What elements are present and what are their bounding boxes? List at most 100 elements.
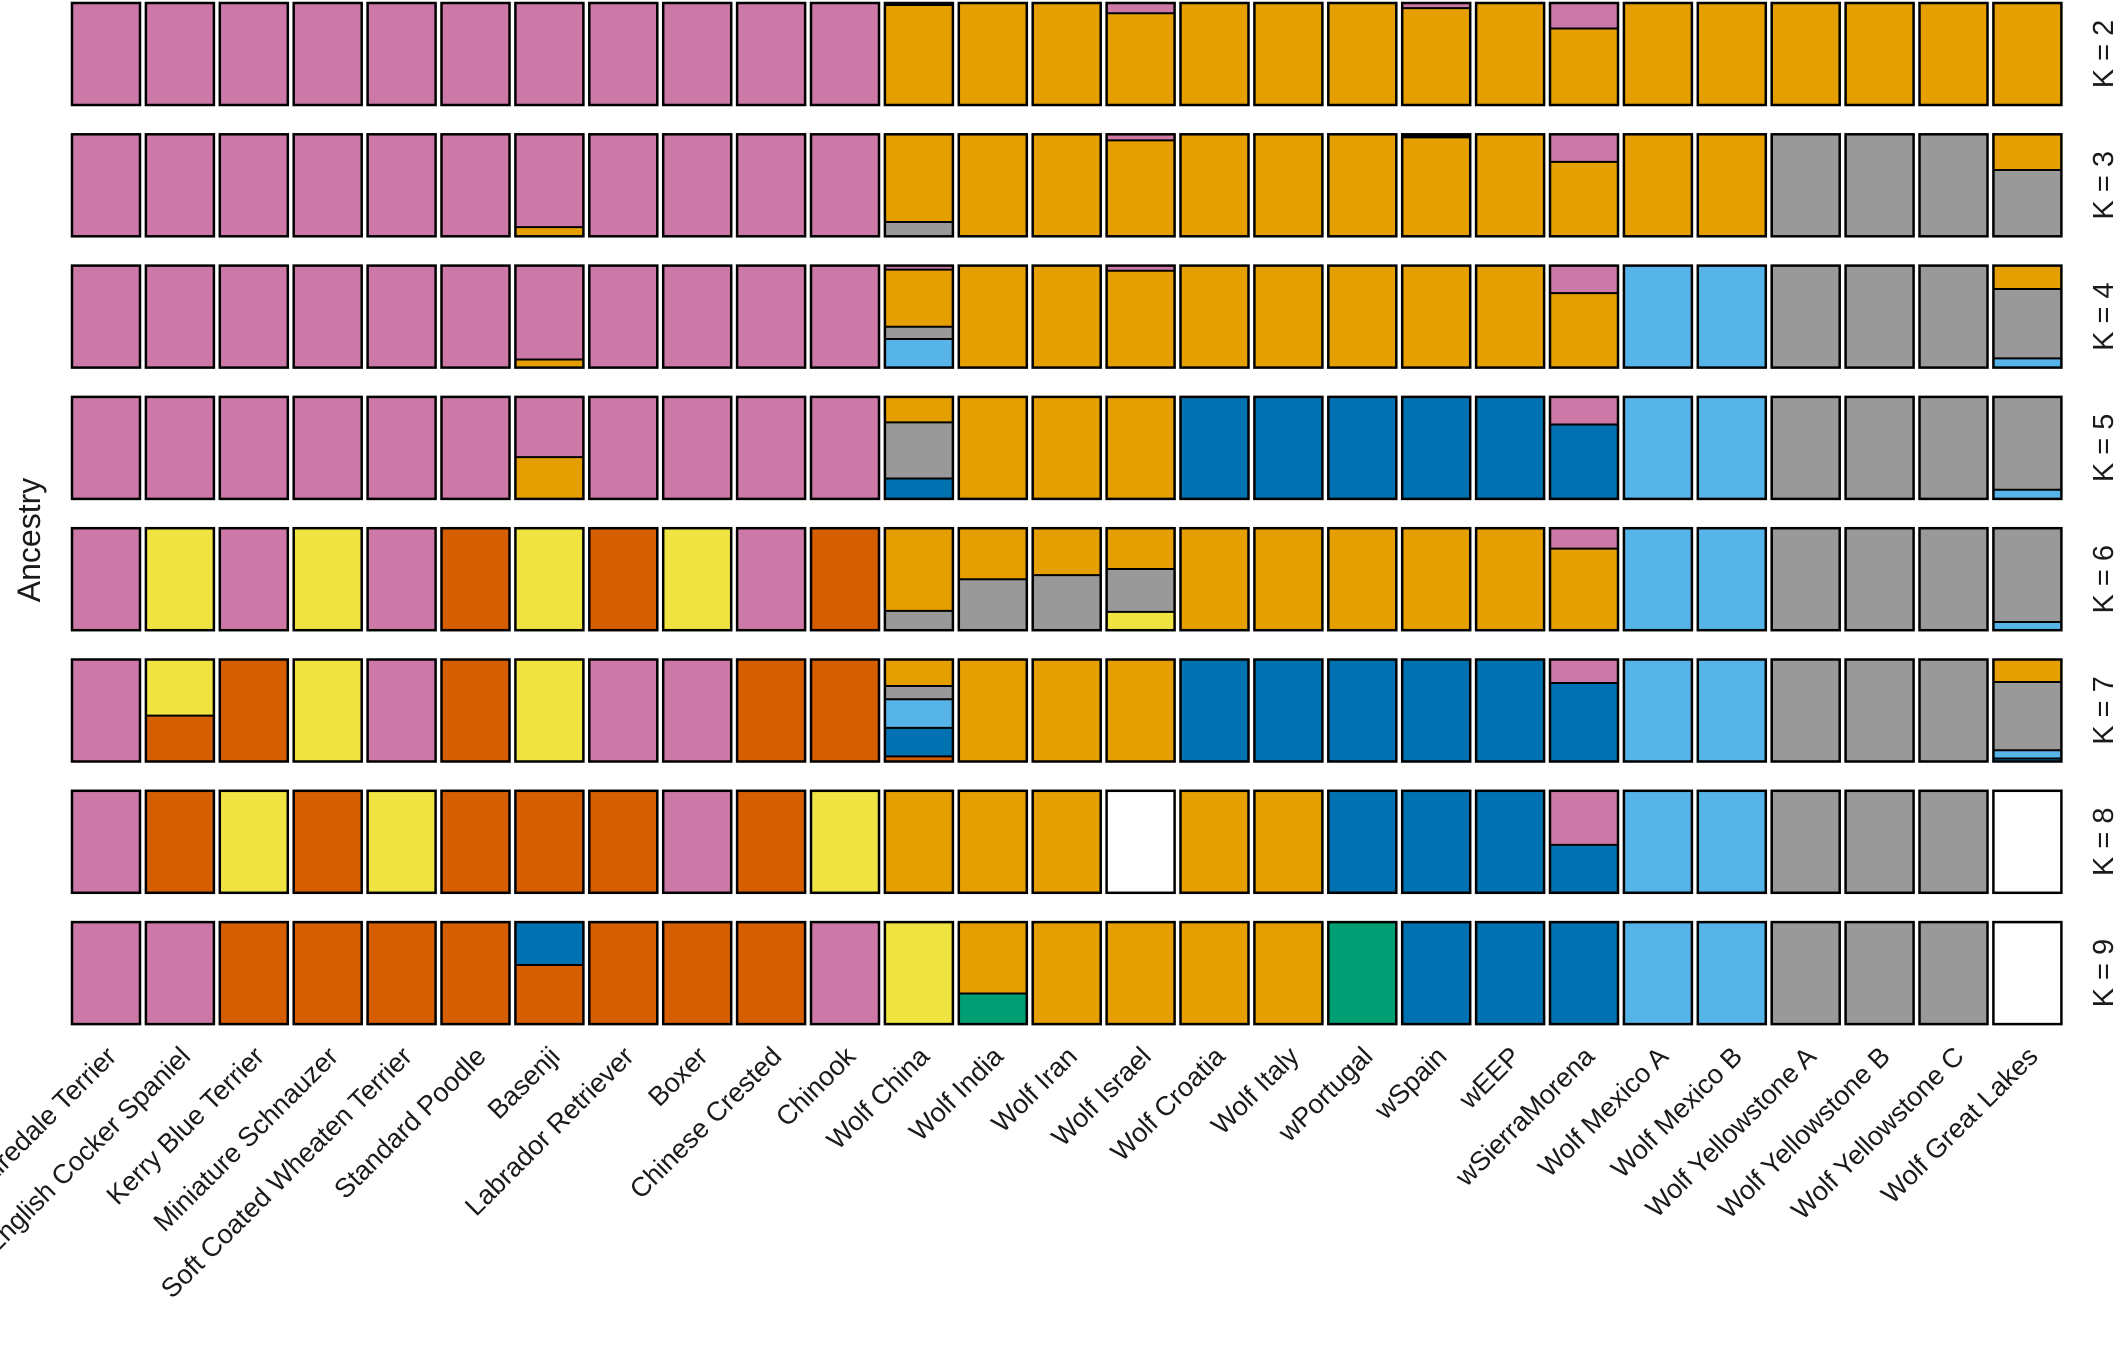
bar — [1918, 526, 1989, 632]
bar — [1105, 526, 1176, 632]
bar-segment — [145, 3, 214, 105]
bar-outline — [735, 133, 807, 238]
bar-segment — [1845, 3, 1914, 105]
bar-segment — [1771, 396, 1840, 499]
bar-segment — [441, 790, 510, 893]
bar-segment — [72, 659, 140, 762]
bar — [1548, 133, 1620, 238]
bar-segment — [1623, 396, 1692, 499]
bar-outline — [957, 789, 1029, 895]
bar-segment — [1771, 528, 1840, 631]
bar — [366, 526, 437, 632]
bar-segment — [1106, 396, 1175, 499]
bar — [1474, 920, 1546, 1026]
bar-segment — [589, 396, 658, 499]
bar-outline — [1992, 920, 2063, 1026]
bar-segment — [884, 699, 953, 728]
bar-segment — [72, 396, 140, 499]
bar-outline — [1474, 920, 1546, 1026]
bar — [218, 264, 290, 369]
bar-segment — [884, 339, 953, 368]
bar-outline — [957, 1, 1029, 107]
bar-outline — [883, 133, 955, 238]
bar-segment — [1032, 265, 1101, 368]
bar-segment — [1993, 265, 2062, 290]
bar-outline — [366, 395, 437, 501]
bar-outline — [218, 1, 290, 107]
bar-outline — [1474, 1, 1546, 107]
bar — [514, 133, 585, 238]
bar-segment — [1623, 790, 1692, 893]
bar-segment — [1993, 528, 2062, 623]
bar — [1992, 658, 2063, 763]
bar-segment — [1550, 659, 1618, 683]
bar-outline — [1992, 264, 2063, 369]
bar — [514, 1, 585, 107]
bar — [440, 920, 511, 1026]
bar-segment — [367, 528, 436, 631]
bar — [588, 1, 659, 107]
bar-outline — [1992, 526, 2063, 632]
bar-outline — [514, 395, 585, 501]
bar-outline — [1696, 658, 1768, 763]
bar — [292, 1, 363, 107]
bar-segment — [1993, 758, 2062, 762]
bar-segment — [1254, 396, 1323, 499]
bar — [1770, 920, 1841, 1026]
bar — [1253, 395, 1324, 501]
bar-outline — [1844, 1, 1915, 107]
bar — [366, 264, 437, 369]
bar-segment — [811, 3, 879, 105]
bar-outline — [1770, 1, 1841, 107]
bar-segment — [1180, 134, 1249, 237]
bar-segment — [145, 715, 214, 762]
bar — [440, 395, 511, 501]
bar — [735, 264, 807, 369]
bar — [1031, 658, 1102, 763]
bar-outline — [661, 526, 733, 632]
bar-outline — [144, 1, 216, 107]
bar-outline — [70, 789, 142, 895]
bar-segment — [1623, 265, 1692, 368]
bar — [1400, 1, 1472, 107]
bar — [1031, 920, 1102, 1026]
bar — [70, 133, 142, 238]
bar-segment — [1550, 682, 1618, 762]
bar-segment — [1476, 922, 1545, 1025]
bar-segment — [1550, 161, 1618, 237]
bar-outline — [440, 658, 511, 763]
facet-k9 — [70, 920, 2063, 1026]
bar-outline — [292, 526, 363, 632]
bar-outline — [809, 395, 881, 501]
bar-segment — [1328, 134, 1397, 237]
bar — [1179, 920, 1250, 1026]
bar-outline — [1918, 920, 1989, 1026]
bar — [661, 395, 733, 501]
bar-outline — [144, 133, 216, 238]
bar — [1179, 658, 1250, 763]
bar-segment — [1550, 28, 1618, 105]
bar — [809, 1, 881, 107]
bar — [588, 920, 659, 1026]
bar-segment — [1476, 134, 1545, 237]
bar-segment — [958, 790, 1027, 893]
bar — [1770, 395, 1841, 501]
bar-segment — [1845, 659, 1914, 762]
bar-segment — [663, 528, 732, 631]
bar-outline — [1179, 133, 1250, 238]
bar-segment — [1106, 790, 1175, 893]
bar-outline — [292, 1, 363, 107]
bar-outline — [218, 789, 290, 895]
bar — [366, 1, 437, 107]
bar — [735, 789, 807, 895]
bar-segment — [1697, 528, 1766, 631]
bar-segment — [589, 528, 658, 631]
bar — [366, 395, 437, 501]
bar-outline — [588, 395, 659, 501]
bar-segment — [1771, 134, 1840, 237]
bar-segment — [1623, 922, 1692, 1025]
bar-outline — [1770, 789, 1841, 895]
bar — [1179, 526, 1250, 632]
bar-segment — [958, 396, 1027, 499]
bar-segment — [293, 659, 362, 762]
